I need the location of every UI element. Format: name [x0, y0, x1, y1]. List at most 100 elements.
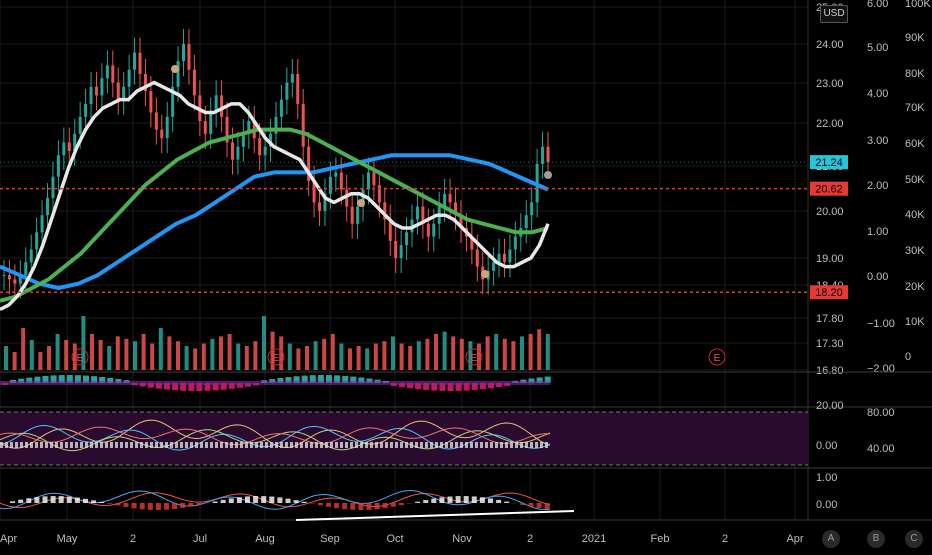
- oscillator-1-tick: [295, 442, 298, 448]
- oscillator-1-label: 20.00: [816, 400, 844, 412]
- oscillator-2-bar: [286, 499, 291, 503]
- dividend-dot: [171, 65, 179, 73]
- log-scale-button[interactable]: B: [867, 530, 885, 548]
- oscillator-1-tick: [350, 442, 353, 448]
- candle-body: [280, 100, 283, 117]
- oscillator-1-label: 0.00: [816, 440, 837, 452]
- x-axis-label: Apr: [0, 533, 17, 545]
- candle-body: [514, 237, 517, 250]
- oscillator-1-tick: [120, 442, 123, 448]
- volume-bar: [477, 344, 481, 370]
- earnings-label: E: [77, 353, 84, 364]
- oscillator-2-bar: [221, 500, 226, 503]
- oscillator-1-tick: [130, 442, 133, 448]
- currency-selector[interactable]: USD: [820, 5, 848, 23]
- volume-bar: [400, 344, 404, 370]
- earnings-label: E: [471, 353, 478, 364]
- candle-body: [51, 177, 54, 198]
- oscillator-2-bar: [480, 497, 485, 503]
- price-axis-label: 20.00: [816, 206, 844, 218]
- candle-body: [340, 172, 343, 189]
- candle-body: [508, 249, 511, 262]
- sma-fast-line: [0, 83, 548, 310]
- oscillator-1-tick: [55, 442, 58, 448]
- volume-bar: [503, 339, 507, 370]
- support-label: 18.20: [815, 287, 843, 299]
- candle-body: [394, 241, 397, 258]
- volume-bar: [142, 334, 146, 370]
- secondary-axis-label: 6.00: [867, 0, 888, 10]
- oscillator-1-tick: [0, 442, 3, 448]
- candle-body: [62, 142, 65, 155]
- price-axis-label: 19.00: [816, 253, 844, 265]
- oscillator-2-bar: [67, 497, 72, 503]
- candle-body: [372, 172, 375, 185]
- last-price-label: 21.24: [815, 157, 843, 169]
- secondary-axis-label: −1.00: [867, 318, 895, 330]
- candle-body: [530, 202, 533, 215]
- volume-axis-label: 30K: [905, 245, 925, 257]
- candle-body: [182, 44, 185, 61]
- x-axis-label: Jul: [193, 533, 207, 545]
- volume-bar: [176, 341, 180, 370]
- candle-body: [503, 254, 506, 263]
- x-axis-label: 2: [722, 533, 728, 545]
- candle-body: [166, 117, 169, 138]
- volume-bar: [425, 339, 429, 370]
- volume-bar: [47, 346, 51, 370]
- volume-bar: [339, 344, 343, 370]
- oscillator-2-bar: [132, 503, 137, 508]
- x-axis-label: Oct: [386, 533, 403, 545]
- oscillator-1-tick: [440, 442, 443, 448]
- oscillator-1-tick: [475, 442, 478, 448]
- candle-body: [231, 142, 234, 159]
- percent-scale-button[interactable]: C: [905, 530, 923, 548]
- oscillator-1-tick: [70, 442, 73, 448]
- oscillator-1-tick: [235, 442, 238, 448]
- oscillator-2-bar: [245, 496, 250, 503]
- volume-bar: [219, 336, 223, 370]
- volume-axis-label: 0: [905, 351, 911, 363]
- x-axis-label: Feb: [651, 533, 670, 545]
- oscillator-2-bar: [456, 496, 461, 503]
- oscillator-1-tick: [480, 442, 483, 448]
- candle-body: [492, 262, 495, 271]
- oscillator-2-bar: [148, 503, 153, 510]
- candle-body: [285, 83, 288, 100]
- auto-scale-button[interactable]: A: [822, 530, 840, 548]
- volume-bar: [236, 344, 240, 370]
- oscillator-1-tick: [285, 442, 288, 448]
- oscillator-1-tick: [50, 442, 53, 448]
- x-axis-label: 2021: [582, 533, 606, 545]
- secondary-axis-label: −2.00: [867, 363, 895, 375]
- candle-body: [100, 78, 103, 95]
- oscillator-1-tick: [255, 442, 258, 448]
- volume-bar: [159, 328, 163, 370]
- candle-body: [405, 232, 408, 245]
- oscillator-1-tick: [150, 442, 153, 448]
- volume-bar: [167, 336, 171, 370]
- oscillator-2-bar: [496, 500, 501, 503]
- candle-body: [41, 215, 44, 232]
- oscillator-1-tick: [200, 442, 203, 448]
- volume-bar: [13, 352, 17, 370]
- candle-body: [356, 207, 359, 224]
- oscillator-2-label: 0.00: [816, 499, 837, 511]
- oscillator-2-bar: [350, 503, 355, 510]
- oscillator-1-tick: [335, 442, 338, 448]
- oscillator-1-tick: [310, 442, 313, 448]
- volume-bar: [417, 341, 421, 370]
- oscillator-1-tick: [110, 442, 113, 448]
- price-axis-label: 24.00: [816, 39, 844, 51]
- oscillator-1-tick: [210, 442, 213, 448]
- candle-body: [427, 224, 430, 237]
- oscillator-1-tick: [95, 442, 98, 448]
- secondary-axis-label: 1.00: [867, 226, 888, 238]
- volume-bar: [296, 348, 300, 370]
- candle-body: [8, 275, 11, 279]
- candle-body: [329, 177, 332, 194]
- dividend-dot: [357, 199, 365, 207]
- oscillator-1-tick: [90, 442, 93, 448]
